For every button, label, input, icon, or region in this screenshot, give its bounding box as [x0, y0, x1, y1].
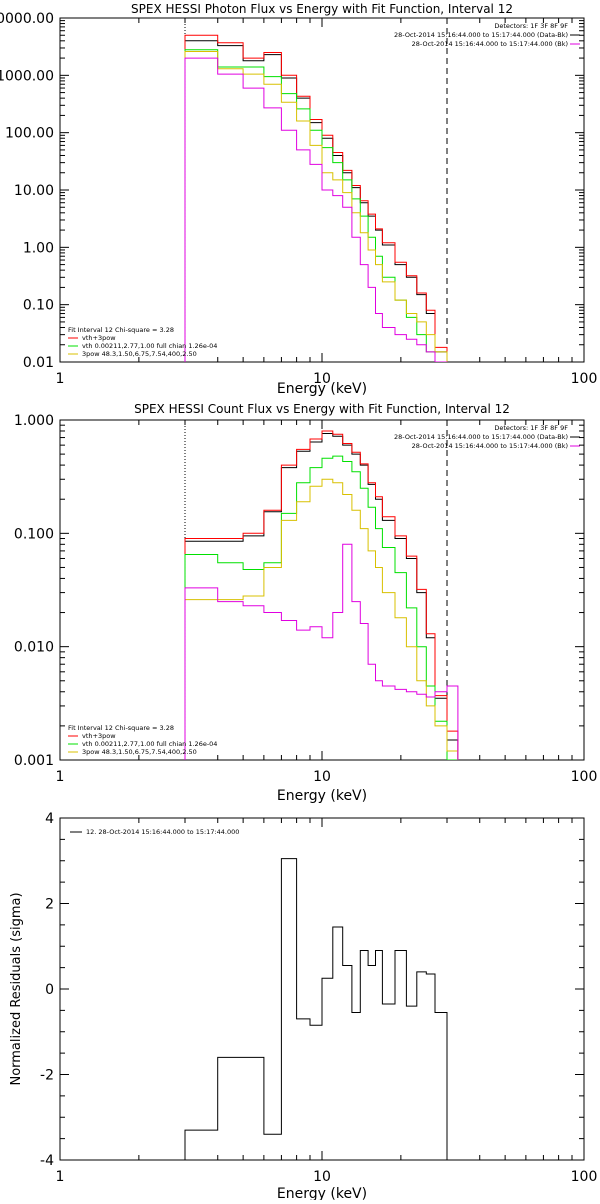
- x-axis-label: Energy (keV): [277, 1186, 367, 1200]
- y-tick-label: 0.10: [23, 298, 54, 314]
- y-tick-label: -4: [40, 1153, 54, 1169]
- fit-legend-header: Fit Interval 12 Chi-square = 3.28: [68, 724, 174, 732]
- series-line-3: [184, 49, 459, 362]
- x-tick-label: 10: [313, 1169, 331, 1185]
- series-group: [184, 858, 448, 1160]
- series-line-5: [184, 57, 459, 362]
- series-line-4: [184, 478, 459, 760]
- x-tick-label: 10: [313, 769, 331, 785]
- chart-title: SPEX HESSI Photon Flux vs Energy with Fi…: [131, 2, 513, 16]
- series-group: [184, 430, 459, 760]
- plot-panel-1: SPEX HESSI Photon Flux vs Energy with Fi…: [0, 2, 597, 397]
- x-tick-label: 100: [571, 769, 598, 785]
- y-tick-label: 0: [45, 982, 54, 998]
- legend-entry: 12. 28-Oct-2014 15:16:44.000 to 15:17:44…: [86, 828, 239, 836]
- y-tick-label: 1000.00: [0, 68, 54, 84]
- y-tick-label: 0.100: [14, 526, 54, 542]
- fit-legend-entry: vth 0.00211,2.77,1.00 full chian 1.26e-0…: [82, 740, 217, 748]
- plot-panel-2: SPEX HESSI Count Flux vs Energy with Fit…: [14, 402, 597, 804]
- plot-panel-3: 1 10 100 4 2 0 -2 -4 Energy (keV) Normalized Resi…: [9, 811, 598, 1202]
- plot-frame: [59, 419, 585, 761]
- fit-legend-entry: 3pow 48.3,1.50,6.75,7.54,400,2.50: [82, 748, 197, 756]
- series-line-5: [184, 543, 459, 760]
- fit-legend-header: Fit Interval 12 Chi-square = 3.28: [68, 326, 174, 334]
- series-group: [184, 34, 459, 362]
- series-line-4: [184, 51, 459, 362]
- legend-entry: 28-Oct-2014 15:16:44.000 to 15:17:44.000…: [412, 40, 568, 48]
- legend-detectors: Detectors: 1F 3F 8F 9F: [494, 424, 568, 432]
- y-tick-label: 10.00: [14, 183, 54, 199]
- fit-legend-entry: 3pow 48.3,1.50,6.75,7.54,400,2.50: [82, 350, 197, 358]
- y-tick-label: 2: [45, 897, 54, 913]
- x-axis-label: Energy (keV): [277, 788, 367, 804]
- series-line-3: [184, 455, 458, 760]
- fit-legend-entry: vth+3pow: [82, 732, 116, 740]
- y-axis-label: Normalized Residuals (sigma): [9, 892, 24, 1085]
- y-tick-label: 0.001: [14, 753, 54, 769]
- chart-title: SPEX HESSI Count Flux vs Energy with Fit…: [134, 402, 510, 416]
- x-tick-label: 1: [56, 1169, 65, 1185]
- y-tick-label: 4: [45, 811, 54, 827]
- y-tick-label: 1.00: [23, 240, 54, 256]
- fit-legend-entry: vth+3pow: [82, 334, 116, 342]
- series-line-1: [184, 858, 448, 1160]
- x-tick-label: 100: [571, 371, 598, 387]
- series-line-1: [184, 40, 459, 362]
- fit-legend-entry: vth 0.00211,2.77,1.00 full chian 1.26e-0…: [82, 342, 217, 350]
- y-tick-label: 0.010: [14, 640, 54, 656]
- x-tick-label: 1: [56, 769, 65, 785]
- series-line-1: [184, 433, 459, 760]
- x-axis-label: Energy (keV): [277, 381, 367, 397]
- y-tick-label: -2: [40, 1068, 54, 1084]
- x-tick-label: 100: [571, 1169, 598, 1185]
- series-line-2: [184, 34, 459, 362]
- x-tick-label: 10: [313, 371, 331, 387]
- legend-detectors: Detectors: 1F 3F 8F 9F: [494, 22, 568, 30]
- legend-entry: 28-Oct-2014 15:16:44.000 to 15:17:44.000…: [394, 31, 568, 39]
- y-tick-label: 1.000: [14, 413, 54, 429]
- legend-entry: 28-Oct-2014 15:16:44.000 to 15:17:44.000…: [394, 433, 568, 441]
- series-line-2: [184, 430, 459, 760]
- y-tick-label: 100.00: [5, 126, 54, 142]
- y-tick-label: 0.01: [23, 355, 54, 371]
- legend-entry: 28-Oct-2014 15:16:44.000 to 15:17:44.000…: [412, 442, 568, 450]
- x-tick-label: 1: [56, 371, 65, 387]
